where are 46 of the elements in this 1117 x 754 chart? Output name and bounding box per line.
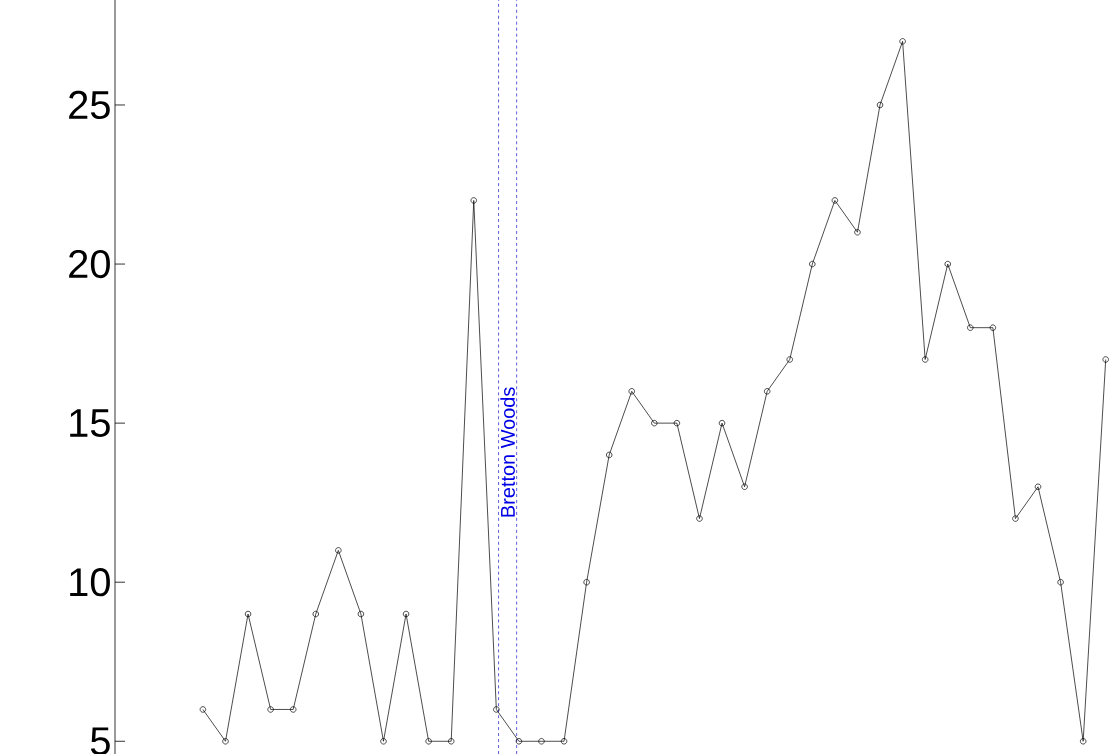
- point: [1012, 515, 1019, 522]
- point: [673, 419, 681, 427]
- point: [786, 356, 793, 363]
- point: [1080, 738, 1087, 745]
- point: [899, 38, 906, 45]
- point: [718, 419, 726, 427]
- point: [470, 197, 477, 204]
- point: [854, 229, 861, 236]
- point: [1057, 579, 1064, 586]
- point: [583, 579, 590, 586]
- point: [651, 419, 658, 427]
- y-tick-label: 15: [70, 409, 110, 438]
- point: [290, 706, 297, 713]
- point: [335, 547, 342, 554]
- point: [560, 738, 568, 745]
- point: [764, 388, 771, 395]
- point: [357, 610, 365, 618]
- point: [628, 388, 635, 395]
- point: [448, 738, 455, 745]
- point: [809, 260, 816, 268]
- point: [741, 483, 748, 490]
- point: [222, 738, 229, 745]
- y-tick-label: 20: [69, 249, 110, 279]
- point: [538, 738, 545, 745]
- point: [831, 197, 839, 204]
- point: [922, 356, 929, 363]
- point: [493, 706, 500, 713]
- point: [380, 738, 387, 745]
- point: [876, 101, 884, 109]
- point: [425, 738, 432, 745]
- point: [967, 324, 974, 331]
- point: [606, 451, 613, 459]
- y-tick-label: 25: [69, 90, 110, 120]
- point: [989, 324, 997, 331]
- point: [515, 738, 523, 745]
- point: [199, 706, 207, 713]
- point: [402, 610, 410, 618]
- y-tick-label: 10: [70, 568, 110, 597]
- point: [944, 260, 951, 268]
- point: [696, 515, 703, 522]
- point: [267, 706, 274, 713]
- point: [1102, 356, 1109, 363]
- point: [1034, 483, 1042, 490]
- point: [312, 610, 319, 618]
- annotation: Bretton Woods: [500, 387, 515, 517]
- point: [244, 610, 252, 618]
